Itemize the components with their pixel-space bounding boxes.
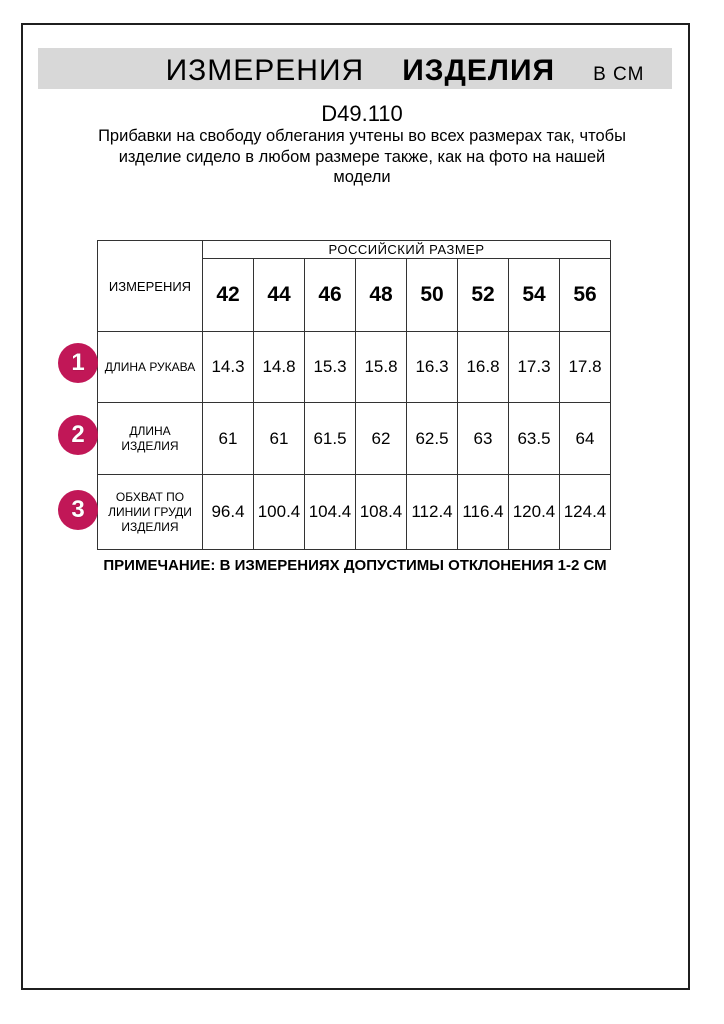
table-cell: 17.8: [559, 331, 611, 403]
table-row: ДЛИНА ИЗДЕЛИЯ 61 61 61.5 62 62.5 63 63.5…: [97, 402, 611, 475]
table-corner-label: ИЗМЕРЕНИЯ: [97, 240, 203, 332]
row-label: ДЛИНА РУКАВА: [97, 331, 203, 403]
size-header: 56: [559, 258, 611, 332]
description-line: изделие сидело в любом размере также, ка…: [118, 147, 606, 166]
measurement-marker-2: 2: [58, 415, 98, 455]
table-cell: 62: [355, 402, 407, 475]
table-group-header-row: ИЗМЕРЕНИЯ РОССИЙСКИЙ РАЗМЕР: [97, 240, 611, 332]
note-text: ПРИМЕЧАНИЕ: В ИЗМЕРЕНИЯХ ДОПУСТИМЫ ОТКЛО…: [103, 557, 607, 574]
measurement-marker-1: 1: [58, 343, 98, 383]
row-label: ОБХВАТ ПО ЛИНИИ ГРУДИ ИЗДЕЛИЯ: [97, 474, 203, 550]
table-cell: 17.3: [508, 331, 560, 403]
table-row: ДЛИНА РУКАВА 14.3 14.8 15.3 15.8 16.3 16…: [97, 331, 611, 403]
table-cell: 61: [202, 402, 254, 475]
table-cell: 62.5: [406, 402, 458, 475]
table-cell: 14.3: [202, 331, 254, 403]
table-row: ОБХВАТ ПО ЛИНИИ ГРУДИ ИЗДЕЛИЯ 96.4 100.4…: [97, 474, 611, 550]
table-group-header: РОССИЙСКИЙ РАЗМЕР: [202, 240, 611, 259]
size-header: 42: [202, 258, 254, 332]
table-cell: 116.4: [457, 474, 509, 550]
measurement-marker-3: 3: [58, 490, 98, 530]
table-cell: 16.3: [406, 331, 458, 403]
title-emphasis: ИЗДЕЛИЯ: [402, 54, 556, 87]
table-cell: 63: [457, 402, 509, 475]
size-table: ИЗМЕРЕНИЯ РОССИЙСКИЙ РАЗМЕР 42 44 46 48 …: [97, 240, 611, 550]
size-header: 50: [406, 258, 458, 332]
size-header: 54: [508, 258, 560, 332]
table-cell: 104.4: [304, 474, 356, 550]
table-cell: 64: [559, 402, 611, 475]
table-cell: 15.3: [304, 331, 356, 403]
title-unit: В СМ: [593, 64, 645, 85]
table-sizes-row: 42 44 46 48 50 52 54 56: [98, 258, 611, 332]
size-header: 44: [253, 258, 305, 332]
description-line: модели: [333, 168, 391, 186]
table-cell: 120.4: [508, 474, 560, 550]
size-header: 48: [355, 258, 407, 332]
table-cell: 15.8: [355, 331, 407, 403]
table-cell: 108.4: [355, 474, 407, 550]
table-cell: 16.8: [457, 331, 509, 403]
table-cell: 63.5: [508, 402, 560, 475]
title-bar: ИЗМЕРЕНИЯ ИЗДЕЛИЯ В СМ: [38, 48, 672, 89]
table-cell: 61.5: [304, 402, 356, 475]
row-label: ДЛИНА ИЗДЕЛИЯ: [97, 402, 203, 475]
table-cell: 14.8: [253, 331, 305, 403]
description-line: Прибавки на свободу облегания учтены во …: [98, 127, 626, 145]
table-cell: 112.4: [406, 474, 458, 550]
table-cell: 96.4: [202, 474, 254, 550]
description-text: Прибавки на свободу облегания учтены во …: [0, 126, 724, 188]
size-header: 46: [304, 258, 356, 332]
table-cell: 61: [253, 402, 305, 475]
size-header: 52: [457, 258, 509, 332]
product-code: D49.110: [321, 101, 403, 126]
table-cell: 124.4: [559, 474, 611, 550]
table-cell: 100.4: [253, 474, 305, 550]
title-main: ИЗМЕРЕНИЯ: [165, 54, 365, 87]
